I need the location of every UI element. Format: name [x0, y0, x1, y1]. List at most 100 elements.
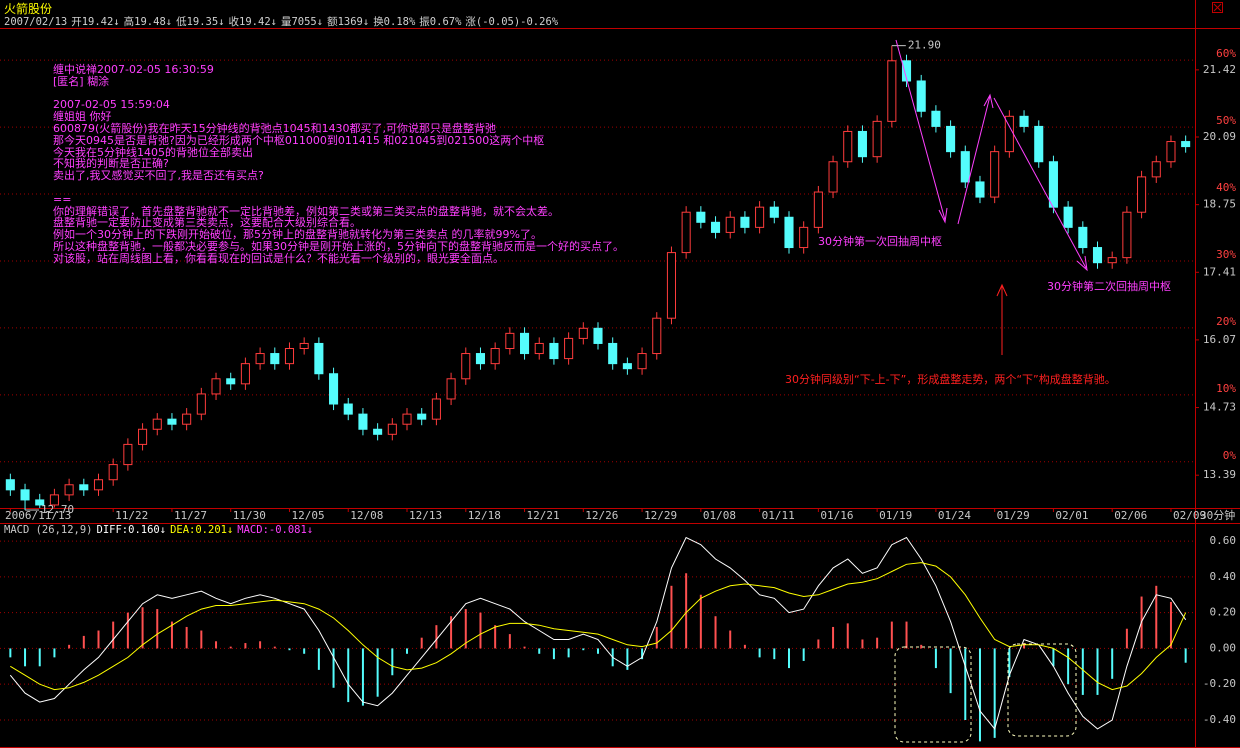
message-line: 卖出了,我又感觉买不回了,我是否还有买点? [53, 169, 264, 183]
candle-body [373, 428, 383, 435]
candle-body [299, 342, 309, 349]
y-tick-label: 20.09 [1203, 130, 1236, 143]
quote-item: 收19.42↓ [228, 16, 277, 28]
message-line: 你的理解错误了，首先盘整背驰就不一定比背驰差，例如第二类或第三类买点的盘整背驰，… [53, 204, 559, 218]
x-tick-label: 02/06 [1114, 509, 1147, 522]
message-line: 缠中说禅2007-02-05 16:30:59 [53, 63, 214, 76]
candle-body [872, 120, 882, 158]
candle-body [108, 464, 118, 481]
x-tick-label: 02/01 [1055, 509, 1088, 522]
annotation: 30分钟第一次回抽周中枢 [818, 235, 942, 248]
candle-body [520, 332, 530, 355]
candle-body [358, 413, 368, 430]
drawings [894, 39, 1088, 743]
candle-body [710, 221, 721, 233]
candle-body [138, 428, 148, 445]
x-tick-label: 11/22 [115, 509, 148, 522]
quote-item: 开19.42↓ [71, 16, 120, 28]
message-line: 所以这种盘整背驰，一般都决必要参与。如果30分钟是刚开始上涨的，5分钟向下的盘整… [53, 239, 624, 253]
highlight-box [894, 646, 972, 743]
candle-body [1107, 257, 1117, 264]
arrow-head [938, 207, 948, 224]
indicator-title: MACD (26,12,9) [4, 524, 93, 536]
message-line: == [53, 192, 72, 206]
candle-body [799, 226, 809, 249]
candle-body [725, 216, 735, 233]
x-tick-label: 11/27 [174, 509, 207, 522]
arrow-head [983, 93, 994, 109]
x-tick-label: 01/11 [762, 509, 795, 522]
y-tick-label: 0.20 [1210, 606, 1237, 619]
candle-body [593, 327, 603, 344]
message-line: 对该股，站在周线图上看，你看看现在的回试是什么？不能光看一个级别的，眼光要全面点… [53, 251, 504, 265]
message-line: 600879(火箭股份)我在昨天15分钟线的背弛点1045和1430都买了,可你… [53, 121, 497, 135]
quote-item: 高19.48↓ [123, 16, 173, 28]
trend-stroke [993, 97, 1087, 269]
candle-body [196, 393, 206, 415]
marks: 21.90 12.70 [5, 39, 1191, 742]
trend-stroke [895, 39, 946, 221]
message-block: 2007-02-05 15:59:04 缠姐姐 你好 600879(火箭股份)我在昨… [53, 99, 624, 182]
candle-body [475, 353, 486, 365]
y-tick-label: -0.20 [1203, 677, 1236, 690]
y-tick-label: -0.40 [1203, 713, 1236, 726]
candle-body [284, 347, 295, 365]
candle-body [843, 130, 853, 163]
indicator-line [10, 562, 1187, 691]
candle-body [505, 332, 515, 349]
arrow-head [996, 283, 1008, 297]
x-tick-label: 01/08 [703, 509, 736, 522]
y-tick-label: 16.07 [1203, 333, 1236, 346]
candle-body [402, 413, 412, 425]
indicator-line [9, 536, 1187, 730]
arrow-head [1076, 255, 1088, 272]
message-line: 缠姐姐 你好 [53, 110, 112, 124]
candle-body [446, 378, 456, 400]
x-tick-label: 01/16 [820, 509, 853, 522]
message-line: 那今天0945是否是背弛?因为已经形成两个中枢011000到011415 和02… [53, 133, 545, 147]
y-tick-label: 21.42 [1203, 63, 1236, 76]
x-tick-label: 12/08 [350, 509, 383, 522]
quote-item: 涨(-0.05)-0.26% [465, 16, 559, 28]
y-tick-label: 13.39 [1203, 468, 1236, 481]
candle-body [960, 151, 970, 183]
quote-item: 换0.18% [373, 16, 416, 28]
candle-body [578, 327, 588, 339]
y-tick-label: 0.40 [1210, 570, 1237, 583]
candle-body [431, 398, 441, 420]
candle-body [1166, 141, 1176, 163]
candle-body [916, 80, 926, 112]
candle-body [20, 489, 30, 501]
candle-body [35, 499, 45, 506]
window-controls [1212, 2, 1223, 13]
message-block: == 你的理解错误了，首先盘整背驰就不一定比背驰差，例如第二类或第三类买点的盘整背… [53, 192, 624, 265]
x-tick-label: 11/30 [233, 509, 266, 522]
candle-body [990, 151, 1000, 198]
candle-body [975, 181, 985, 198]
candle-body [461, 353, 471, 380]
legend-entry: MACD:-0.081↓ [237, 524, 314, 536]
candle-body [49, 494, 59, 506]
candle-body [93, 479, 104, 491]
quote-item: 量7055↓ [280, 16, 324, 28]
x-tick-label: 12/29 [644, 509, 677, 522]
message-block: 缠中说禅2007-02-05 16:30:59 [匿名] 糊涂 [53, 64, 624, 88]
quote-item: 低19.35↓ [176, 16, 225, 28]
candle-body [828, 161, 838, 193]
indicator-legend: MACD (26,12,9) DIFF:0.160↓ DEA:0.201↓ MACD:… [4, 524, 317, 536]
candle-body [5, 479, 15, 491]
candle-body [740, 216, 750, 228]
y-tick-label: 14.73 [1203, 401, 1236, 414]
x-tick-label: 12/13 [409, 509, 442, 522]
candle-body [387, 423, 397, 435]
extreme-label: 12.70 [41, 503, 74, 516]
candle-body [1137, 176, 1147, 213]
y-tick-label: 0.00 [1210, 641, 1237, 654]
stock-title: 火箭股份 [4, 2, 53, 16]
message-line: 例如一个30分钟上的下跌刚开始破位，那5分钟上的盘整背驰就转化为第三类卖点 的几… [53, 228, 542, 242]
x-tick-label: 12/21 [527, 509, 560, 522]
candle-body [696, 211, 706, 223]
candle-body [1181, 141, 1191, 148]
quote-item: 额1369↓ [327, 16, 370, 28]
window-button[interactable] [1212, 2, 1223, 13]
